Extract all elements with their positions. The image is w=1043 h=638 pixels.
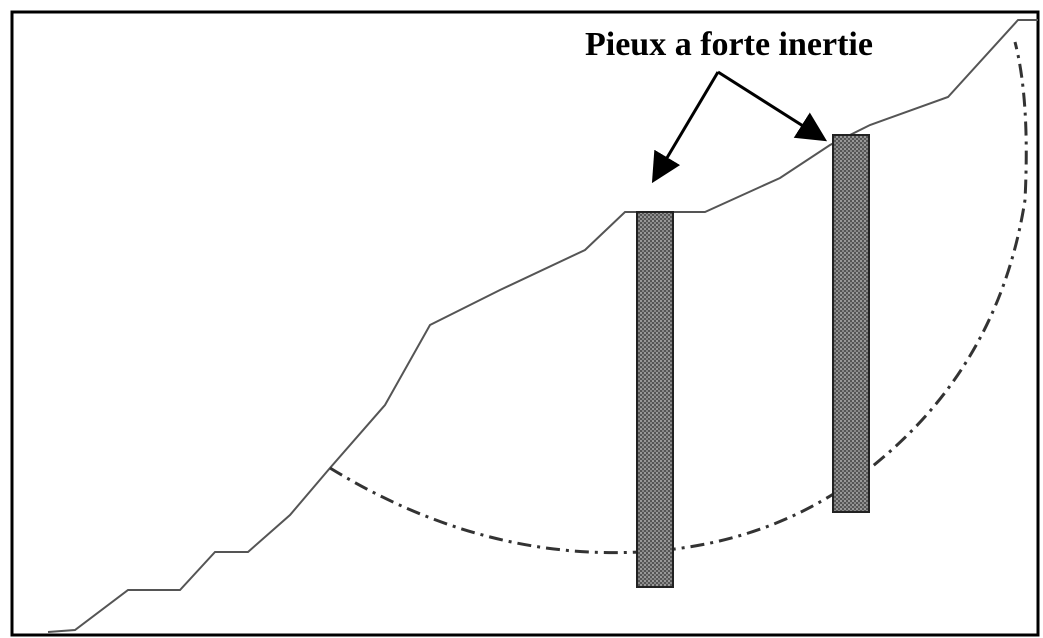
pile — [636, 211, 674, 588]
arrow — [717, 70, 828, 142]
arrow — [651, 71, 720, 184]
label: Pieux a forte inertie — [585, 26, 873, 63]
slip-surface — [329, 41, 1028, 555]
frame — [10, 10, 1040, 637]
slope-profile — [47, 19, 1038, 633]
pile — [832, 134, 870, 513]
